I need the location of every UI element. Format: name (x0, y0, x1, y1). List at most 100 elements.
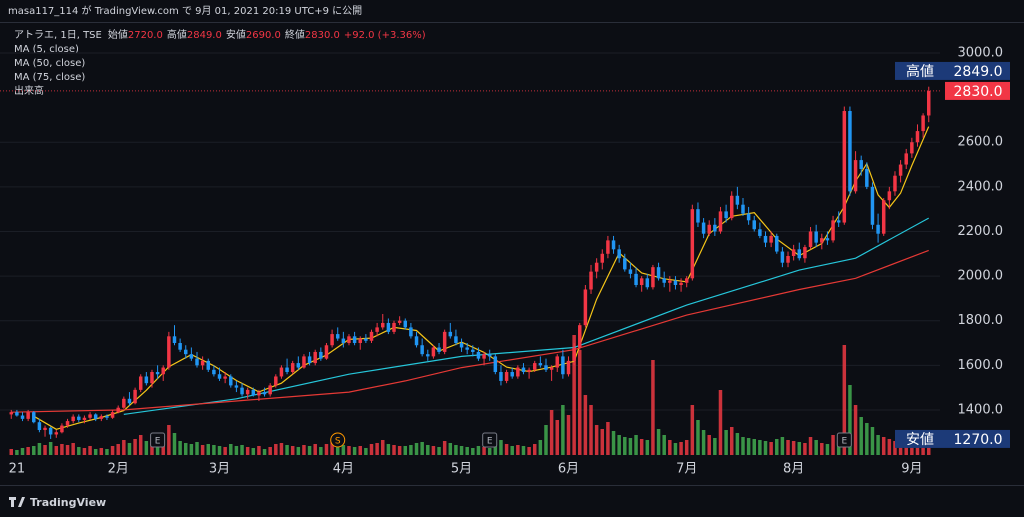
volume-bar (820, 443, 824, 455)
volume-bar (724, 430, 728, 455)
candle-body (865, 169, 869, 187)
volume-bar (364, 448, 368, 455)
volume-bar (37, 443, 42, 455)
x-tick-label: 2月 (108, 462, 129, 477)
x-tick-label: 4月 (333, 462, 354, 477)
x-tick-label: 5月 (451, 462, 472, 477)
candle-body (150, 372, 154, 384)
volume-bar (116, 444, 120, 455)
volume-bar (482, 447, 486, 455)
candle-body (926, 90, 931, 116)
volume-bar (184, 443, 188, 455)
volume-bar (459, 446, 464, 455)
volume-legend: 出来高 (14, 84, 44, 97)
candle-body (369, 331, 374, 341)
volume-bar (9, 449, 14, 455)
volume-bar (611, 431, 616, 455)
candle-body (307, 356, 312, 364)
candle-body (634, 273, 638, 286)
volume-bar (200, 445, 205, 455)
candle-body (375, 327, 379, 332)
candle-body (99, 416, 104, 419)
volume-bar (15, 450, 19, 455)
candle-body (786, 256, 790, 263)
volume-bar (392, 445, 396, 455)
ohlc-label: 安値 (226, 28, 246, 41)
candle-body (904, 153, 908, 165)
volume-bar (561, 405, 565, 455)
volume-bar (617, 435, 621, 455)
volume-bar (881, 437, 886, 455)
candle-body (532, 363, 537, 370)
volume-bar (414, 443, 419, 455)
volume-bar (465, 447, 469, 455)
candle-body (245, 389, 250, 395)
event-label: E (487, 437, 493, 447)
volume-bar (898, 442, 903, 455)
candle-body (606, 240, 610, 254)
volume-bar (836, 440, 841, 455)
candle-body (651, 267, 655, 288)
candle-body (578, 325, 582, 348)
candle-body (206, 360, 211, 370)
candle-body (566, 360, 571, 375)
volume-bar (245, 447, 250, 455)
candle-body (701, 222, 706, 234)
volume-bar (853, 405, 858, 455)
volume-bar (707, 435, 711, 455)
volume-bar (696, 420, 700, 455)
candle-body (583, 289, 588, 326)
candle-body (330, 334, 334, 346)
candle-body (763, 235, 768, 243)
ohlc-label: 高値 (167, 28, 187, 41)
candle-body (313, 351, 317, 364)
volume-bar (437, 447, 441, 455)
volume-bar (431, 446, 436, 455)
symbol: アトラエ, 1日, TSE (14, 29, 102, 41)
x-tick-label: 6月 (558, 462, 579, 477)
volume-bar (673, 443, 678, 455)
candle-body (696, 209, 700, 223)
candle-body (465, 347, 469, 350)
volume-bar (808, 437, 813, 455)
candle-body (178, 343, 182, 350)
ohlc-value: 2720.0 (128, 30, 163, 41)
candle-body (887, 191, 892, 201)
volume-bar (572, 335, 576, 455)
volume-bar (251, 448, 256, 455)
volume-bar (870, 427, 875, 455)
candle-body (240, 387, 244, 395)
candle-body (161, 367, 165, 375)
candle-body (65, 421, 70, 426)
ohlc-value: 2849.0 (187, 30, 222, 41)
volume-bar (313, 444, 317, 455)
ma-line (11, 249, 929, 413)
candle-body (20, 415, 25, 419)
volume-bar (268, 447, 272, 455)
volume-bar (386, 444, 391, 455)
volume-bar (369, 444, 374, 455)
volume-bar (420, 442, 424, 455)
candle-body (32, 412, 36, 423)
candle-body (780, 251, 785, 263)
volume-bar (623, 437, 627, 455)
candle-body (431, 347, 436, 357)
candle-body (521, 367, 526, 373)
candle-body (825, 238, 830, 241)
volume-bar (93, 449, 98, 455)
candle-body (172, 336, 177, 344)
candle-body (639, 278, 644, 286)
volume-bar (285, 445, 289, 455)
badge-label-bg (895, 429, 945, 448)
candle-body (397, 320, 402, 323)
ma-legend: MA (50, close) (14, 58, 85, 69)
y-tick-label: 2000.0 (958, 269, 1004, 284)
event-label: S (335, 437, 341, 447)
candle-body (516, 367, 520, 377)
candle-body (656, 267, 661, 279)
candle-body (274, 376, 278, 386)
volume-bar (600, 429, 605, 455)
candle-body (200, 360, 205, 366)
candle-body (707, 224, 711, 234)
candle-body (459, 343, 464, 348)
